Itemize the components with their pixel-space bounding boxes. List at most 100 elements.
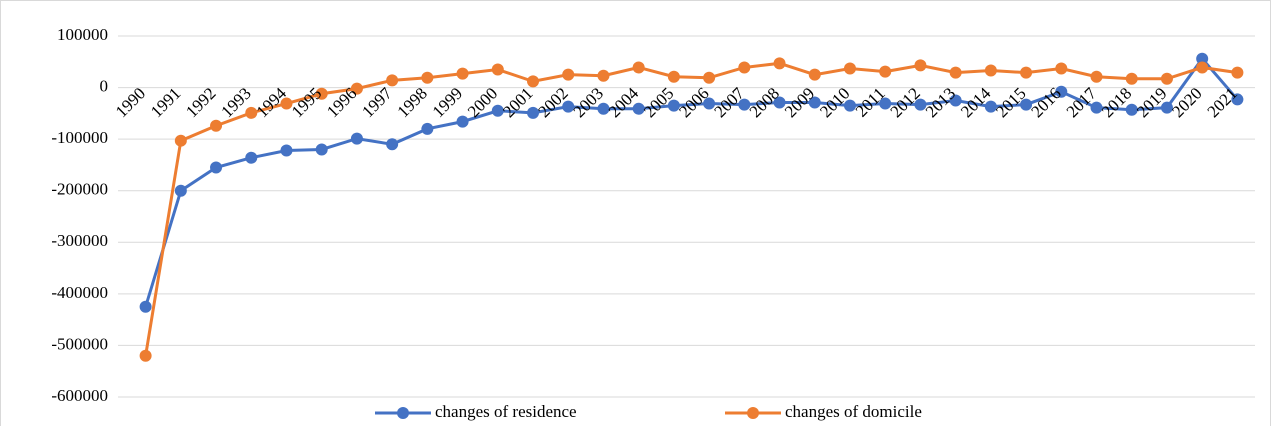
data-point bbox=[949, 66, 962, 79]
data-point bbox=[527, 75, 540, 88]
data-point bbox=[1160, 101, 1173, 114]
x-tick-label: 2013 bbox=[922, 84, 959, 121]
x-tick-label: 1992 bbox=[182, 84, 219, 121]
data-point bbox=[914, 98, 927, 111]
data-point bbox=[773, 96, 786, 109]
data-point bbox=[456, 115, 469, 128]
data-point bbox=[210, 119, 223, 132]
y-tick-label: 100000 bbox=[57, 25, 108, 44]
series-line bbox=[144, 56, 1239, 308]
data-point bbox=[984, 100, 997, 113]
x-tick-label: 1994 bbox=[253, 83, 291, 121]
data-point bbox=[667, 99, 680, 112]
x-tick-label: 2011 bbox=[852, 84, 889, 121]
data-point bbox=[1196, 61, 1209, 74]
y-tick-label: -400000 bbox=[51, 283, 108, 302]
data-point bbox=[315, 143, 328, 156]
data-point bbox=[632, 102, 645, 115]
y-tick-label: -500000 bbox=[51, 334, 108, 353]
data-point bbox=[632, 61, 645, 74]
data-point bbox=[879, 65, 892, 78]
data-point bbox=[1090, 70, 1103, 83]
data-point bbox=[808, 96, 821, 109]
x-tick-label: 1999 bbox=[429, 84, 466, 121]
x-tick-label: 2004 bbox=[605, 83, 643, 121]
data-point bbox=[315, 87, 328, 100]
data-point bbox=[738, 98, 751, 111]
data-point bbox=[1020, 98, 1033, 111]
data-point bbox=[879, 97, 892, 110]
data-point bbox=[491, 104, 504, 117]
data-point bbox=[843, 62, 856, 75]
x-tick-label: 2009 bbox=[781, 84, 818, 121]
data-point bbox=[1055, 85, 1068, 98]
data-point bbox=[1196, 52, 1209, 65]
legend-marker bbox=[397, 407, 409, 419]
data-point bbox=[1231, 93, 1244, 106]
x-tick-label: 2006 bbox=[675, 84, 712, 121]
x-tick-label: 1998 bbox=[393, 84, 430, 121]
data-point bbox=[421, 122, 434, 135]
x-tick-label: 1997 bbox=[358, 83, 396, 121]
legend-label: changes of residence bbox=[435, 402, 577, 421]
data-point bbox=[1055, 62, 1068, 75]
x-tick-label: 2010 bbox=[816, 84, 853, 121]
data-point bbox=[914, 59, 927, 72]
data-point bbox=[421, 71, 434, 84]
x-tick-label: 2007 bbox=[710, 83, 748, 121]
y-tick-label: -100000 bbox=[51, 128, 108, 147]
legend-marker bbox=[747, 407, 759, 419]
x-tick-label: 2017 bbox=[1063, 83, 1101, 121]
y-tick-label: -300000 bbox=[51, 231, 108, 250]
x-tick-label: 2012 bbox=[887, 84, 924, 121]
data-point bbox=[174, 134, 187, 147]
y-tick-label: -600000 bbox=[51, 386, 108, 405]
x-tick-label: 2021 bbox=[1204, 84, 1241, 121]
data-point bbox=[562, 100, 575, 113]
x-tick-label: 2020 bbox=[1168, 84, 1205, 121]
data-point bbox=[1160, 72, 1173, 85]
data-point bbox=[491, 63, 504, 76]
data-point bbox=[139, 300, 152, 313]
data-point bbox=[245, 106, 258, 119]
data-point bbox=[738, 61, 751, 74]
data-point bbox=[984, 64, 997, 77]
data-point bbox=[280, 144, 293, 157]
x-tick-label: 2015 bbox=[992, 84, 1029, 121]
y-tick-label: -200000 bbox=[51, 180, 108, 199]
data-point bbox=[667, 70, 680, 83]
data-point bbox=[773, 57, 786, 70]
x-tick-label: 1991 bbox=[147, 84, 184, 121]
data-point bbox=[245, 151, 258, 164]
data-point bbox=[1125, 103, 1138, 116]
data-point bbox=[843, 99, 856, 112]
data-point bbox=[350, 132, 363, 145]
x-tick-label: 2018 bbox=[1098, 84, 1135, 121]
x-tick-label: 2003 bbox=[570, 84, 607, 121]
data-point bbox=[456, 67, 469, 80]
data-point bbox=[808, 68, 821, 81]
data-point bbox=[703, 97, 716, 110]
x-tick-label: 2019 bbox=[1133, 84, 1170, 121]
x-tick-label: 2014 bbox=[957, 83, 995, 121]
x-tick-label: 1990 bbox=[112, 84, 149, 121]
data-point bbox=[597, 102, 610, 115]
data-point bbox=[1090, 101, 1103, 114]
x-tick-label: 2002 bbox=[534, 84, 571, 121]
data-point bbox=[139, 349, 152, 362]
data-point bbox=[703, 71, 716, 84]
data-point bbox=[597, 69, 610, 82]
x-tick-label: 2008 bbox=[746, 84, 783, 121]
x-tick-label: 2005 bbox=[640, 84, 677, 121]
data-point bbox=[386, 138, 399, 151]
legend-label: changes of domicile bbox=[785, 402, 922, 421]
data-point bbox=[527, 106, 540, 119]
data-point bbox=[1020, 66, 1033, 79]
data-point bbox=[1231, 66, 1244, 79]
data-point bbox=[280, 97, 293, 110]
data-point bbox=[210, 161, 223, 174]
data-point bbox=[174, 184, 187, 197]
data-point bbox=[562, 68, 575, 81]
y-tick-label: 0 bbox=[100, 76, 109, 95]
